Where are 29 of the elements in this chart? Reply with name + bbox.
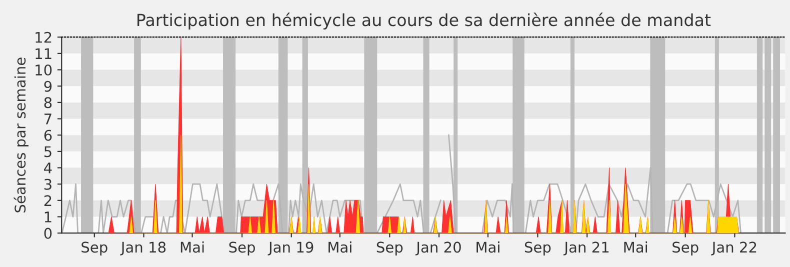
y-tick-label: 8 — [44, 97, 52, 108]
x-tick-label: Jan 19 — [268, 242, 314, 256]
x-tick-label: Mai — [624, 241, 648, 253]
x-tick-label: Jan 20 — [415, 242, 461, 256]
y-tick-label: 10 — [36, 64, 52, 76]
x-tick-label: Mai — [476, 241, 500, 253]
x-tick-label: Jan 21 — [563, 242, 609, 256]
y-tick-label: 7 — [44, 114, 52, 124]
y-tick-label: 9 — [44, 80, 52, 92]
x-tick-label: Mai — [328, 241, 352, 253]
x-tick-label: Sep — [82, 242, 108, 256]
y-axis-title: Séances par semaine — [14, 58, 28, 212]
y-tick-label: 1 — [44, 212, 52, 222]
y-tick-label: 12 — [36, 32, 52, 43]
x-tick-label: Sep — [376, 242, 403, 256]
x-tick-label: Mai — [180, 241, 204, 253]
y-tick-label: 4 — [44, 162, 52, 174]
y-tick-label: 2 — [44, 195, 52, 206]
y-tick-label: 3 — [44, 178, 52, 190]
x-tick-label: Sep — [672, 242, 698, 256]
x-tick-label: Sep — [229, 242, 255, 256]
y-tick-label: 0 — [44, 228, 52, 239]
x-tick-label: Jan 18 — [120, 242, 166, 256]
y-tick-label: 5 — [44, 146, 52, 158]
x-tick-label: Jan 22 — [711, 242, 756, 256]
chart-title: Participation en hémicycle au cours de sa dernière année de mandat — [138, 12, 711, 30]
x-tick-label: Sep — [524, 242, 551, 256]
y-tick-label: 11 — [36, 48, 52, 59]
y-tick-label: 6 — [44, 130, 52, 141]
